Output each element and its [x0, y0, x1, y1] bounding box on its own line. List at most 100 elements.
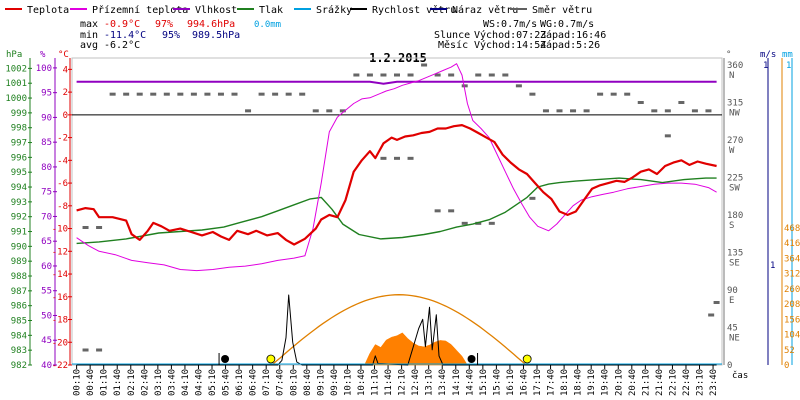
- temp-tick: -2: [57, 134, 68, 144]
- wind-direction-point: [394, 73, 400, 77]
- dir-tick: 135: [727, 249, 743, 259]
- pct-tick: 90: [41, 113, 52, 123]
- wind-direction-point: [272, 92, 279, 96]
- solar-tick: 0: [784, 361, 789, 371]
- solar-tick: 260: [784, 285, 800, 295]
- solar-tick: 52: [784, 346, 795, 356]
- wind-direction-point: [637, 101, 644, 104]
- time-tick: 22:10: [668, 369, 678, 396]
- wind-direction-point: [556, 109, 563, 113]
- wind-direction-point: [542, 109, 549, 113]
- wind-direction-point: [691, 109, 698, 113]
- dir-tick: 270: [727, 136, 743, 146]
- time-tick: 10:10: [343, 369, 353, 396]
- stat-max-rain: 0.0mm: [254, 20, 281, 30]
- time-tick: 23:40: [709, 369, 719, 396]
- wind-direction-point: [475, 73, 482, 77]
- time-tick: 05:40: [222, 369, 232, 396]
- hpa-tick: 987: [11, 287, 27, 297]
- pct-tick: 45: [41, 336, 52, 346]
- time-tick: 15:40: [492, 369, 502, 396]
- wind-direction-point: [434, 209, 441, 213]
- hpa-tick: 982: [11, 361, 27, 371]
- temp-tick: -22: [52, 361, 68, 371]
- wind-direction-point: [461, 84, 468, 88]
- wind-direction-point: [380, 156, 387, 160]
- legend-label: Teplota: [27, 5, 69, 16]
- time-tick: 22:40: [682, 369, 692, 396]
- unit-mm: mm: [782, 50, 793, 60]
- wind-direction-point: [488, 221, 495, 225]
- dir-tick: 90: [727, 286, 738, 296]
- stat-max-hum: 97%: [155, 19, 173, 30]
- hpa-tick: 994: [11, 183, 27, 193]
- hpa-tick: 996: [11, 153, 27, 163]
- temp-tick: -6: [57, 179, 68, 189]
- solar-radiation-area: [364, 332, 468, 366]
- time-tick: 02:40: [140, 369, 150, 396]
- hpa-tick: 998: [11, 124, 27, 134]
- time-tick: 12:40: [411, 369, 421, 396]
- temp-tick: -10: [52, 225, 68, 235]
- time-tick: 19:10: [587, 369, 597, 396]
- time-tick: 06:10: [235, 369, 245, 396]
- wind-wg: WG:0.7m/s: [540, 19, 594, 30]
- wind-direction-point: [713, 301, 720, 304]
- unit-ms: m/s: [760, 50, 776, 60]
- moonrise-marker: [467, 355, 476, 363]
- time-tick: 01:10: [100, 369, 110, 396]
- unit-pct: %: [40, 50, 46, 60]
- wind-direction-point: [705, 109, 712, 113]
- wind-direction-point: [96, 226, 103, 229]
- wind-direction-point: [394, 156, 400, 160]
- pct-tick: 85: [41, 138, 52, 148]
- temp-tick: 4: [63, 65, 68, 75]
- plot-frame: [71, 57, 723, 366]
- wind-direction-point: [407, 73, 414, 77]
- hpa-tick: 999: [11, 109, 27, 119]
- wind-direction-point: [380, 73, 387, 77]
- time-tick: 13:40: [438, 369, 448, 396]
- wind-direction-point: [136, 92, 143, 96]
- dir-tick: 315: [727, 99, 743, 109]
- solar-tick: 156: [784, 315, 800, 325]
- dir-tick: 45: [727, 324, 738, 334]
- time-tick: 14:10: [452, 369, 462, 396]
- temp-tick: -20: [52, 338, 68, 348]
- time-tick: 09:10: [316, 369, 326, 396]
- stat-max-label: max: [80, 19, 98, 30]
- time-tick: 18:40: [574, 369, 584, 396]
- wind-direction-point: [421, 63, 428, 67]
- legend: Teplota Přízemní teplota Vlhkost Tlak Srážky…: [5, 4, 592, 16]
- temp-tick: -4: [57, 156, 68, 166]
- wind-direction-point: [82, 348, 89, 352]
- stat-min-hum: 95%: [162, 30, 180, 41]
- solar-tick: 312: [784, 270, 800, 280]
- hpa-tick: 1001: [5, 79, 27, 89]
- wind-direction-point: [177, 92, 184, 96]
- wind-direction-point: [664, 109, 671, 113]
- wind-direction-point: [82, 226, 89, 229]
- wind-direction-point: [515, 84, 522, 88]
- pressure-line: [76, 177, 717, 245]
- temperature-line: [76, 124, 717, 246]
- temp-tick: 2: [63, 88, 68, 98]
- sun-label: Slunce: [434, 30, 470, 41]
- time-tick: 04:10: [181, 369, 191, 396]
- time-tick: 08:40: [303, 369, 313, 396]
- time-tick: 05:10: [208, 369, 218, 396]
- wind-direction-point: [651, 109, 658, 113]
- dir-tick-label: E: [729, 296, 734, 306]
- moon-label: Měsíc: [438, 39, 468, 51]
- wind-direction-point: [312, 109, 319, 113]
- pct-tick: 65: [41, 237, 52, 247]
- solar-tick: 416: [784, 239, 800, 249]
- wind-direction-point: [231, 92, 238, 96]
- legend-label: Tlak: [259, 5, 283, 16]
- temp-tick: -14: [52, 270, 68, 280]
- sun-rise: Východ:07:23: [474, 29, 546, 41]
- wind-direction-point: [123, 92, 130, 96]
- time-tick: 02:10: [127, 369, 137, 396]
- pct-tick: 60: [41, 262, 52, 272]
